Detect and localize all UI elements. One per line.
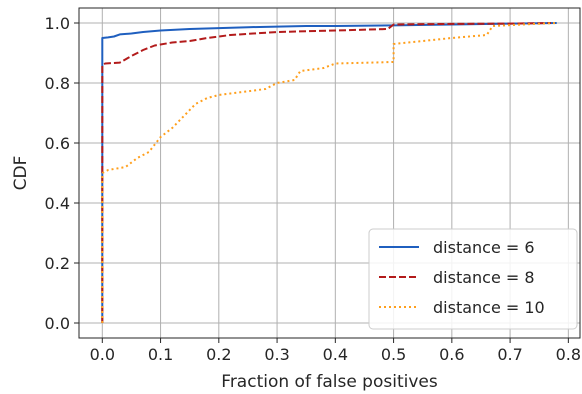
legend-label-1: distance = 8 — [433, 268, 535, 287]
series-lines — [101, 22, 557, 323]
legend-label-2: distance = 10 — [433, 298, 545, 317]
x-tick-label: 0.5 — [381, 345, 406, 364]
x-tick-label: 0.2 — [206, 345, 231, 364]
legend-label-0: distance = 6 — [433, 238, 535, 257]
y-tick-label: 0.4 — [45, 194, 70, 213]
y-tick-label: 0.0 — [45, 314, 70, 333]
legend: distance = 6 distance = 8 distance = 10 — [368, 228, 578, 330]
x-tick-label: 0.4 — [323, 345, 348, 364]
y-axis-label: CDF — [11, 156, 31, 191]
x-axis-label: Fraction of false positives — [221, 372, 438, 392]
grid-lines — [79, 8, 580, 338]
y-tick-label: 0.2 — [45, 254, 70, 273]
series-line-2 — [101, 22, 557, 323]
x-tick-label: 0.3 — [264, 345, 289, 364]
y-tick-label: 0.6 — [45, 134, 70, 153]
y-tick-label: 0.8 — [45, 74, 70, 93]
plot-frame — [78, 7, 581, 339]
x-ticks: 0.0 0.1 0.2 0.3 0.4 0.5 0.6 0.7 0.8 — [90, 338, 581, 364]
series-line-1 — [101, 22, 551, 323]
x-tick-label: 0.1 — [148, 345, 173, 364]
x-tick-label: 0.7 — [497, 345, 522, 364]
x-tick-label: 0.6 — [439, 345, 464, 364]
y-ticks: 0.0 0.2 0.4 0.6 0.8 1.0 — [45, 14, 79, 333]
y-tick-label: 1.0 — [45, 14, 70, 33]
x-tick-label: 0.8 — [556, 345, 581, 364]
x-tick-label: 0.0 — [90, 345, 115, 364]
legend-box — [368, 228, 578, 330]
